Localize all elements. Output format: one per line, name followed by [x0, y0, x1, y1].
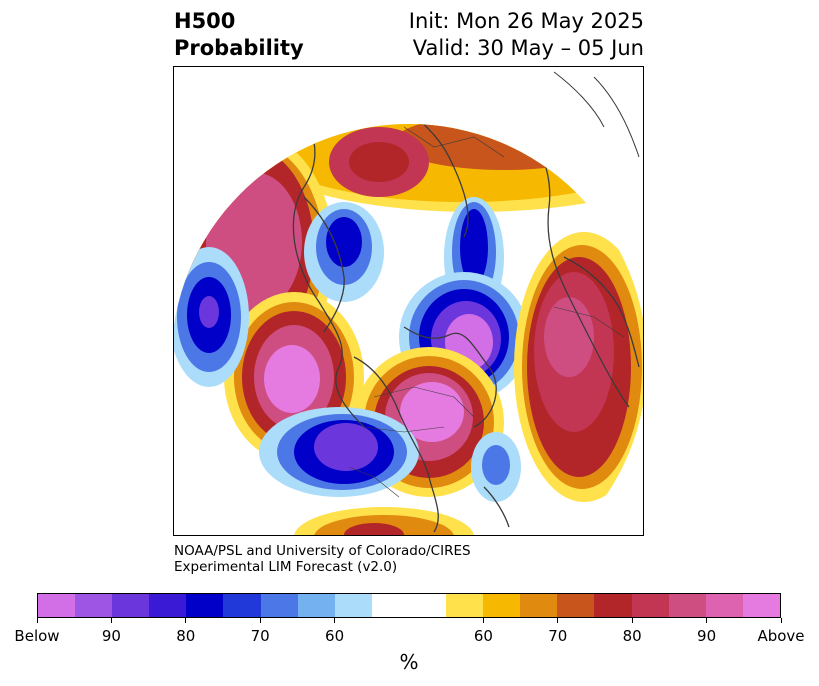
colorbar-tick-mark — [334, 618, 336, 623]
colorbar-swatch — [742, 594, 780, 617]
colorbar-swatch — [75, 594, 113, 617]
below-normal-northwest — [304, 202, 384, 302]
colorbar-tick-label: 90 — [697, 627, 717, 645]
colorbar-swatch — [520, 594, 558, 617]
colorbar-tick-mark — [557, 618, 559, 623]
colorbar-swatch — [223, 594, 261, 617]
title-line-1: H500 — [174, 9, 236, 33]
init-date: Init: Mon 26 May 2025 — [408, 9, 644, 33]
above-normal-south-edge — [294, 507, 474, 535]
colorbar-swatch — [371, 594, 409, 617]
colorbar-unit: % — [399, 650, 419, 674]
below-normal-west — [174, 247, 249, 387]
credit-text: NOAA/PSL and University of Colorado/CIRE… — [174, 543, 471, 575]
below-normal-southeast — [471, 432, 521, 502]
colorbar-swatch — [408, 594, 447, 617]
colorbar-tick-mark — [706, 618, 708, 623]
colorbar-swatch — [705, 594, 743, 617]
colorbar-swatch — [112, 594, 150, 617]
colorbar-swatch — [446, 594, 484, 617]
colorbar-swatch — [668, 594, 706, 617]
colorbar-tick-label: 80 — [176, 627, 196, 645]
colorbar-swatch — [594, 594, 632, 617]
colorbar-tick-mark — [780, 618, 782, 623]
colorbar-tick-label: 80 — [622, 627, 642, 645]
colorbar-tick-mark — [185, 618, 187, 623]
below-normal-south — [259, 407, 419, 497]
forecast-dates: Init: Mon 26 May 2025 Valid: 30 May – 05… — [409, 8, 644, 62]
outer-land-outline — [553, 71, 640, 158]
colorbar-tick-label: Above — [757, 627, 805, 645]
colorbar-tick-label: 90 — [101, 627, 121, 645]
credit-line-1: NOAA/PSL and University of Colorado/CIRE… — [174, 543, 471, 559]
polar-projection-map — [174, 71, 643, 535]
colorbar-tick-label: Below — [14, 627, 60, 645]
colorbar-swatch — [557, 594, 595, 617]
colorbar-swatch — [334, 594, 372, 617]
colorbar-swatch — [186, 594, 224, 617]
probability-map — [173, 66, 644, 536]
map-title: H500 Probability — [174, 8, 304, 62]
colorbar-tick-mark — [110, 618, 112, 623]
colorbar-tick-mark — [631, 618, 633, 623]
credit-line-2: Experimental LIM Forecast (v2.0) — [174, 559, 398, 575]
colorbar-swatch — [631, 594, 669, 617]
colorbar-tick-label: 70 — [250, 627, 270, 645]
above-normal-asia — [514, 232, 643, 502]
colorbar-tick-label: 60 — [473, 627, 493, 645]
colorbar-tick-mark — [259, 618, 261, 623]
colorbar-swatch — [483, 594, 521, 617]
colorbar-swatch — [260, 594, 298, 617]
colorbar-tick-label: 70 — [548, 627, 568, 645]
colorbar-swatch — [297, 594, 335, 617]
colorbar-tick-label: 60 — [325, 627, 345, 645]
title-line-2: Probability — [174, 36, 304, 60]
colorbar — [37, 593, 781, 618]
colorbar-swatch — [38, 594, 76, 617]
colorbar-tick-mark — [36, 618, 38, 623]
valid-range: Valid: 30 May – 05 Jun — [412, 36, 644, 60]
colorbar-tick-mark — [482, 618, 484, 623]
colorbar-swatch — [149, 594, 187, 617]
